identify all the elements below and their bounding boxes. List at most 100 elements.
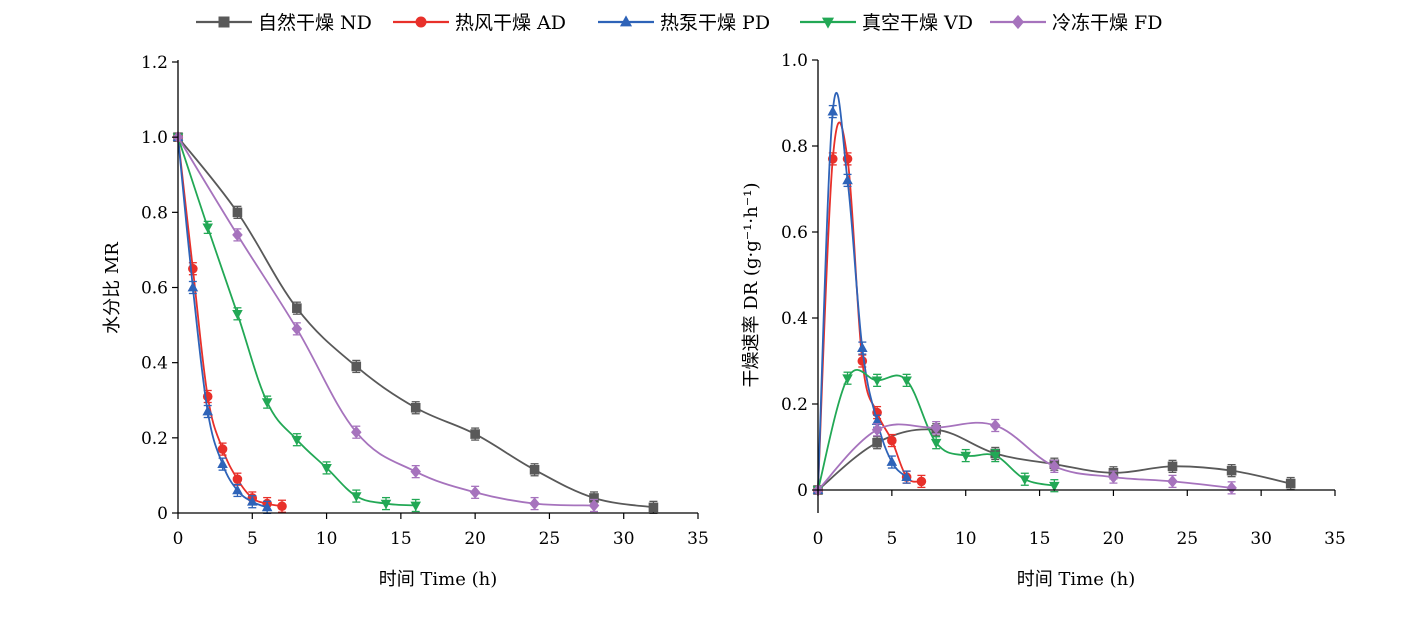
data-point: [857, 342, 868, 352]
x-tick-label: 30: [613, 529, 635, 549]
data-point: [1167, 461, 1178, 472]
data-point: [529, 497, 540, 510]
series-line: [177, 136, 654, 509]
data-point: [588, 499, 600, 512]
drying-rate-chart: 0 0.2 0.4 0.6 0.8 1.0 0 5 10 15 20 25 30 35 时间 Time (…: [741, 51, 1346, 590]
data-point: [261, 398, 273, 408]
legend-entry: 热风干燥 AD: [393, 12, 566, 34]
data-point: [989, 451, 1001, 462]
series-line: [817, 92, 908, 491]
data-point: [232, 207, 243, 218]
y-tick-label: 1.0: [781, 51, 808, 71]
x-tick-label: 0: [173, 529, 184, 549]
data-point: [857, 356, 868, 366]
series-line: [177, 136, 416, 507]
x-tick-label: 10: [316, 529, 338, 549]
data-point: [292, 303, 302, 313]
data-point: [589, 493, 599, 503]
data-point: [871, 415, 883, 426]
data-point: [842, 374, 853, 384]
data-point: [469, 486, 481, 499]
y-tick-label: 0.2: [781, 395, 808, 415]
data-point: [930, 438, 942, 449]
y-tick-label: 0.4: [781, 309, 808, 329]
data-point: [648, 502, 659, 513]
x-axis-title: 时间 Time (h): [379, 569, 498, 590]
x-tick-label: 35: [1324, 529, 1346, 549]
legend-entry: 自然干燥 ND: [196, 12, 372, 34]
data-point: [1226, 465, 1237, 476]
data-point: [887, 435, 897, 446]
y-tick-label: 0.8: [141, 203, 168, 223]
data-point: [901, 376, 912, 387]
data-point: [930, 421, 942, 434]
data-point: [871, 423, 883, 437]
data-point: [529, 464, 540, 475]
x-tick-label: 25: [539, 529, 561, 549]
y-tick-label: 1.2: [141, 53, 168, 73]
data-point: [916, 476, 927, 487]
data-point: [291, 322, 303, 336]
data-point: [960, 451, 971, 462]
data-point: [1049, 460, 1060, 473]
series: [812, 418, 1237, 497]
y-tick-label: 0: [797, 481, 808, 501]
data-point: [202, 223, 213, 234]
data-point: [827, 105, 839, 116]
data-point: [291, 435, 303, 446]
series: [172, 131, 273, 515]
data-point: [217, 444, 228, 454]
data-point: [871, 376, 883, 387]
x-tick-label: 20: [1103, 529, 1125, 549]
data-point: [842, 174, 853, 185]
y-tick-label: 1.0: [141, 128, 168, 148]
y-tick-label: 0.6: [141, 279, 168, 299]
legend-marker: [218, 16, 230, 28]
y-tick-label: 0.6: [781, 223, 808, 243]
x-tick-label: 30: [1250, 529, 1272, 549]
data-point: [872, 437, 882, 448]
legend-label: 热风干燥 AD: [455, 12, 566, 34]
y-tick-label: 0.2: [141, 429, 168, 449]
data-point: [232, 228, 243, 242]
x-axis-title: 时间 Time (h): [1017, 569, 1136, 590]
data-point: [321, 464, 332, 474]
data-point: [232, 474, 243, 484]
data-point: [1285, 478, 1296, 489]
legend: 自然干燥 ND 热风干燥 AD 热泵干燥 PD 真空干燥 VD 冷冻干燥 FD: [196, 12, 1162, 34]
legend-entry: 真空干燥 VD: [800, 12, 973, 34]
data-point: [232, 309, 243, 320]
x-tick-label: 15: [390, 529, 412, 549]
legend-marker: [415, 16, 427, 28]
legend-marker: [821, 17, 835, 29]
data-point: [188, 263, 198, 274]
data-point: [901, 471, 912, 481]
x-tick-label: 5: [886, 529, 897, 549]
data-point: [1167, 475, 1178, 488]
data-point: [410, 402, 421, 413]
data-point: [1049, 481, 1060, 492]
data-point: [989, 419, 1001, 432]
y-tick-label: 0: [157, 504, 168, 524]
x-tick-label: 5: [247, 529, 258, 549]
x-tick-label: 35: [687, 529, 709, 549]
data-point: [1226, 481, 1237, 495]
legend-label: 热泵干燥 PD: [660, 12, 770, 34]
data-point: [470, 429, 480, 439]
legend-entry: 冷冻干燥 FD: [990, 12, 1162, 34]
legend-marker: [619, 15, 633, 27]
data-point: [187, 281, 199, 292]
x-tick-label: 25: [1176, 529, 1198, 549]
series: [172, 130, 600, 513]
series: [173, 132, 659, 515]
legend-label: 真空干燥 VD: [862, 12, 973, 34]
data-point: [202, 405, 213, 416]
data-point: [886, 456, 898, 466]
data-point: [217, 458, 228, 468]
data-point: [277, 501, 287, 512]
legend-marker: [1011, 14, 1025, 30]
data-point: [232, 484, 243, 495]
data-point: [261, 501, 273, 512]
y-tick-label: 0.8: [781, 137, 808, 157]
